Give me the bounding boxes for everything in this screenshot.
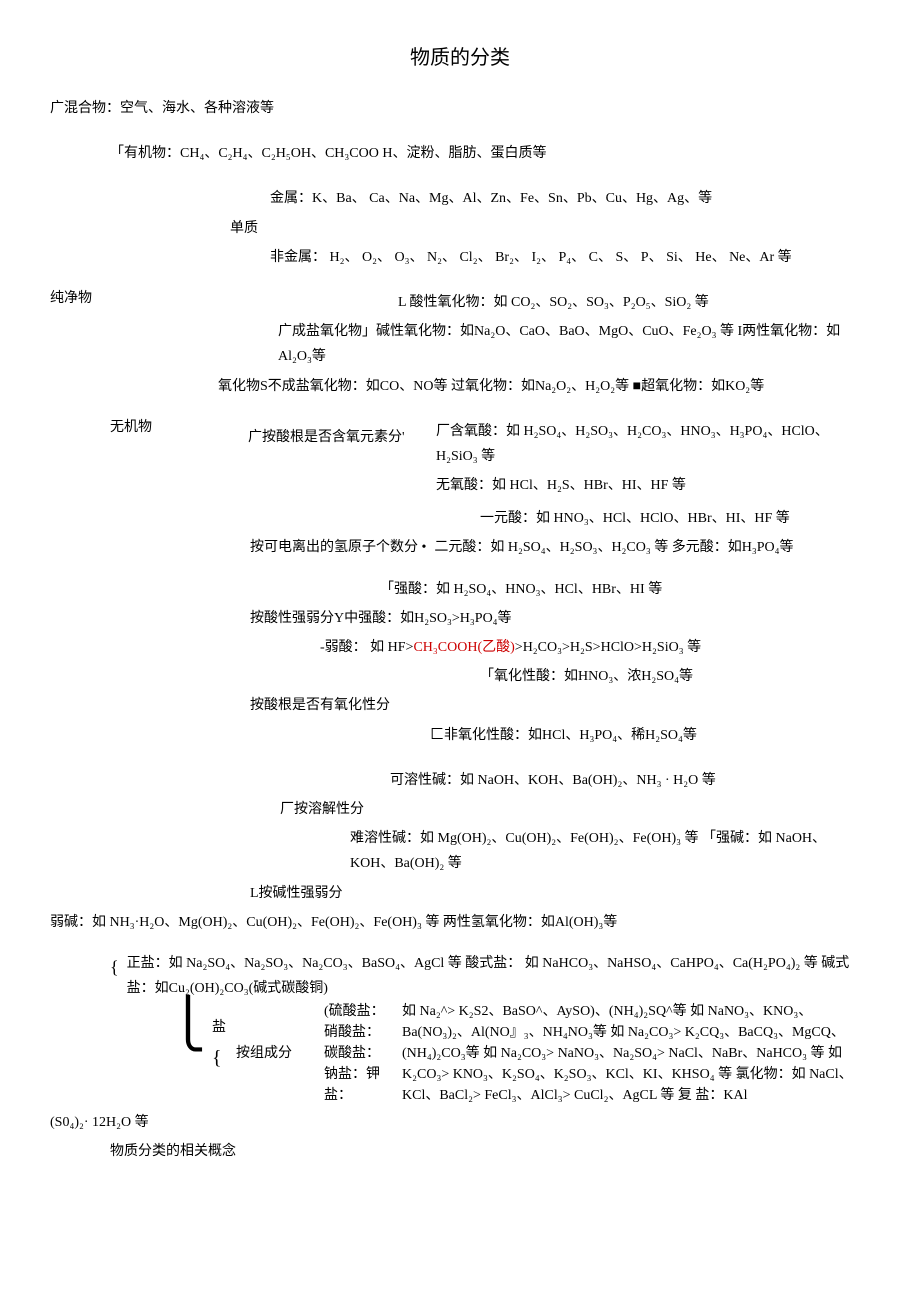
base-strength-label-line: L按碱性强弱分 — [250, 881, 870, 906]
oxyacid-branch-label: 广按酸根是否含氧元素分' — [248, 415, 436, 450]
solubility-label-line: 厂按溶解性分 — [280, 797, 870, 822]
monoprotic-line: 一元酸：如 HNO₃、HCl、HClO、HBr、HI、HF 等 — [480, 506, 870, 531]
alum-line: (S0₄)₂· 12H₂O 等 — [50, 1110, 870, 1135]
concepts-line: 物质分类的相关概念 — [110, 1139, 870, 1164]
nonsalt-oxide-line: 氧化物S不成盐氧化物：如CO、NO等 过氧化物：如Na₂O₂、H₂O₂等 ■超氧… — [218, 374, 870, 399]
salt-brace-icon: ⎩ — [170, 1001, 206, 1049]
page-title: 物质的分类 — [50, 40, 870, 76]
nonmetal-line: 非金属： H₂、 O₂、 O₃、 N₂、 Cl₂、 Br₂、 I₂、 P₄、 C… — [270, 245, 870, 270]
oxidizing-acid-line: 「氧化性酸：如HNO₃、浓H₂SO₄等 — [480, 664, 870, 689]
normal-salt-line: 正盐：如 Na₂SO₄、Na₂SO₃、Na₂CO₃、BaSO₄、AgCl 等 酸… — [127, 951, 870, 1001]
inorganic-label: 无机物 — [110, 415, 248, 440]
organic-line: 「有机物：CH₄、C₂H₄、C₂H₅OH、CH₃COO H、淀粉、脂肪、蛋白质等 — [110, 141, 870, 166]
elemental-label: 单质 — [230, 216, 870, 241]
nonoxid-acid-line: 匚非氧化性酸：如HCl、H₃PO₄、稀H₂SO₄等 — [430, 723, 870, 748]
bycomp-label: 按组成分 — [236, 1001, 324, 1066]
oxyacid-line: 厂含氧酸：如 H₂SO₄、H₂SO₃、H₂CO₃、HNO₃、H₃PO₄、HClO… — [436, 419, 870, 469]
strong-acid-line: 「强酸：如 H₂SO₄、HNO₃、HCl、HBr、HI 等 — [380, 577, 870, 602]
oxid-label-line: 按酸根是否有氧化性分 — [250, 693, 870, 718]
acetic-acid-highlight: CH₃COOH(乙酸) — [413, 640, 514, 655]
weak-base-line: 弱碱：如 NH₃·H₂O、Mg(OH)₂、Cu(OH)₂、Fe(OH)₂、Fe(… — [50, 910, 870, 935]
salt-oxide-line: 广成盐氧化物」碱性氧化物：如Na₂O、CaO、BaO、MgO、CuO、Fe₂O₃… — [278, 319, 870, 369]
soluble-base-line: 可溶性碱：如 NaOH、KOH、Ba(OH)₂、NH₃ · H₂O 等 — [390, 768, 870, 793]
salt-type-labels: (硫酸盐： 硝酸盐： 碳酸盐： 钠盐：钾盐： — [324, 1001, 402, 1106]
brace-icon: { — [110, 951, 127, 983]
weak-acid-line: -弱酸： 如 HF>CH₃COOH(乙酸)>H₂CO₃>H₂S>HClO>H₂S… — [320, 635, 870, 660]
acidic-oxide-line: L 酸性氧化物：如 CO₂、SO₂、SO₃、P₂O₅、SiO₂ 等 — [398, 290, 870, 315]
metal-line: 金属：K、Ba、 Ca、Na、Mg、Al、Zn、Fe、Sn、Pb、Cu、Hg、A… — [270, 186, 870, 211]
diprotic-line: 二元酸：如 H₂SO₄、H₂SO₃、H₂CO₃ 等 多元酸：如H₃PO₄等 — [434, 535, 870, 560]
mixture-line: 广混合物：空气、海水、各种溶液等 — [50, 96, 870, 121]
pure-label: 纯净物 — [50, 286, 118, 311]
salt-examples: 如 Na₂^> K₂S2、BaSO^、AySO)、(NH₄)₂SQ^等 如 Na… — [402, 1001, 870, 1106]
hcount-label: 按可电离出的氢原子个数分 • — [250, 535, 434, 560]
no-oxyacid-line: 无氧酸：如 HCl、H₂S、HBr、HI、HF 等 — [436, 473, 870, 498]
acid-strength-line: 按酸性强弱分Y中强酸：如H₂SO₃>H₃PO₄等 — [250, 606, 870, 631]
salt-label: 盐{ — [212, 1001, 226, 1076]
insoluble-base-line: 难溶性碱：如 Mg(OH)₂、Cu(OH)₂、Fe(OH)₂、Fe(OH)₃ 等… — [350, 826, 870, 876]
